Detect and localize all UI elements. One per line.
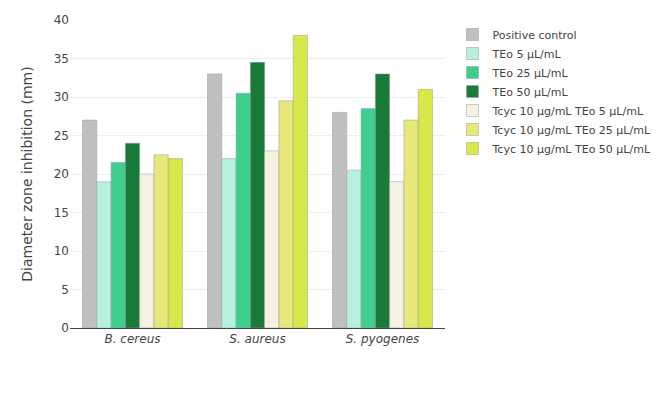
svg-text:5: 5 (61, 283, 69, 297)
svg-text:Tcyc 10 μg/mL TEo 25 μL/mL: Tcyc 10 μg/mL TEo 25 μL/mL (492, 124, 651, 137)
svg-text:40: 40 (54, 13, 69, 27)
svg-text:10: 10 (54, 244, 69, 258)
svg-text:30: 30 (54, 90, 69, 104)
svg-text:Positive control: Positive control (493, 29, 577, 42)
svg-text:TEo 5 μL/mL: TEo 5 μL/mL (492, 48, 562, 61)
svg-text:35: 35 (54, 52, 69, 66)
svg-text:Tcyc 10 μg/mL TEo 5 μL/mL: Tcyc 10 μg/mL TEo 5 μL/mL (492, 105, 644, 118)
svg-text:25: 25 (54, 129, 69, 143)
svg-text:S. aureus: S. aureus (229, 332, 285, 346)
svg-text:Tcyc 10 μg/mL TEo 50 μL/mL: Tcyc 10 μg/mL TEo 50 μL/mL (492, 143, 651, 156)
svg-text:TEo 50 μL/mL: TEo 50 μL/mL (492, 86, 569, 99)
svg-text:S. pyogenes: S. pyogenes (346, 332, 420, 346)
svg-text:B. cereus: B. cereus (104, 332, 160, 346)
svg-text:15: 15 (54, 206, 69, 220)
svg-text:20: 20 (54, 167, 69, 181)
svg-text:TEo 25 μL/mL: TEo 25 μL/mL (492, 67, 569, 80)
svg-text:0: 0 (61, 321, 69, 335)
svg-text:Diameter zone inhibition (mm): Diameter zone inhibition (mm) (19, 66, 35, 281)
